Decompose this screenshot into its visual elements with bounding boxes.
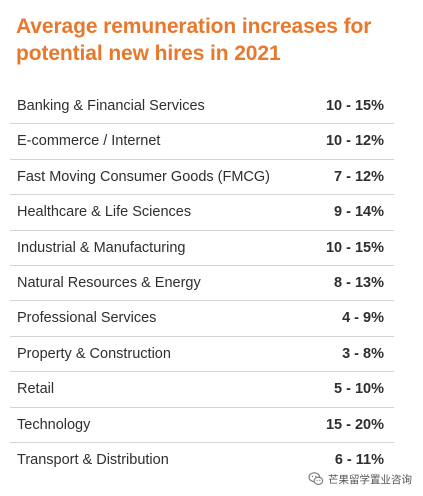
- table-row: Industrial & Manufacturing 10 - 15%: [10, 231, 394, 266]
- table-row: Natural Resources & Energy 8 - 13%: [10, 266, 394, 302]
- increase-value: 8 - 13%: [334, 274, 384, 291]
- increase-value: 5 - 10%: [334, 381, 384, 398]
- industry-label: Natural Resources & Energy: [17, 274, 201, 291]
- industry-label: Fast Moving Consumer Goods (FMCG): [17, 168, 271, 185]
- increase-value: 10 - 12%: [325, 133, 384, 150]
- table-row: E-commerce / Internet 10 - 12%: [10, 124, 394, 160]
- watermark-text: 芒果留学置业咨询: [328, 473, 412, 486]
- increase-value: 10 - 15%: [325, 98, 384, 114]
- table-row: Retail 5 - 10%: [10, 372, 394, 408]
- increase-value: 15 - 20%: [325, 416, 384, 433]
- increase-value: 6 - 11%: [334, 451, 384, 468]
- table-row: Transport & Distribution 6 - 11%: [10, 443, 394, 478]
- table-row: Fast Moving Consumer Goods (FMCG) 7 - 12…: [10, 160, 394, 196]
- industry-label: Technology: [17, 416, 91, 433]
- table-row: Healthcare & Life Sciences 9 - 14%: [10, 195, 394, 231]
- table-row: Technology 15 - 20%: [10, 408, 394, 443]
- remuneration-table: Banking & Financial Services 10 - 15% E-…: [10, 89, 394, 478]
- increase-value: 10 - 15%: [325, 239, 384, 256]
- increase-value: 7 - 12%: [334, 168, 384, 185]
- industry-label: Healthcare & Life Sciences: [17, 204, 192, 221]
- industry-label: Transport & Distribution: [17, 451, 169, 468]
- industry-label: Property & Construction: [17, 345, 171, 362]
- industry-label: Professional Services: [17, 310, 157, 327]
- increase-value: 3 - 8%: [342, 345, 384, 362]
- industry-label: Retail: [17, 381, 55, 398]
- table-row: Professional Services 4 - 9%: [10, 301, 394, 337]
- table-row: Property & Construction 3 - 8%: [10, 337, 394, 373]
- increase-value: 9 - 14%: [334, 204, 384, 221]
- industry-label: Banking & Financial Services: [17, 98, 205, 114]
- page-title: Average remuneration increases for poten…: [16, 15, 372, 65]
- table-row: Banking & Financial Services 10 - 15%: [10, 89, 394, 125]
- increase-value: 4 - 9%: [342, 310, 384, 327]
- industry-label: E-commerce / Internet: [17, 133, 161, 150]
- wechat-icon: [308, 472, 324, 485]
- industry-label: Industrial & Manufacturing: [17, 239, 186, 256]
- wechat-watermark: 芒果留学置业咨询: [305, 470, 415, 488]
